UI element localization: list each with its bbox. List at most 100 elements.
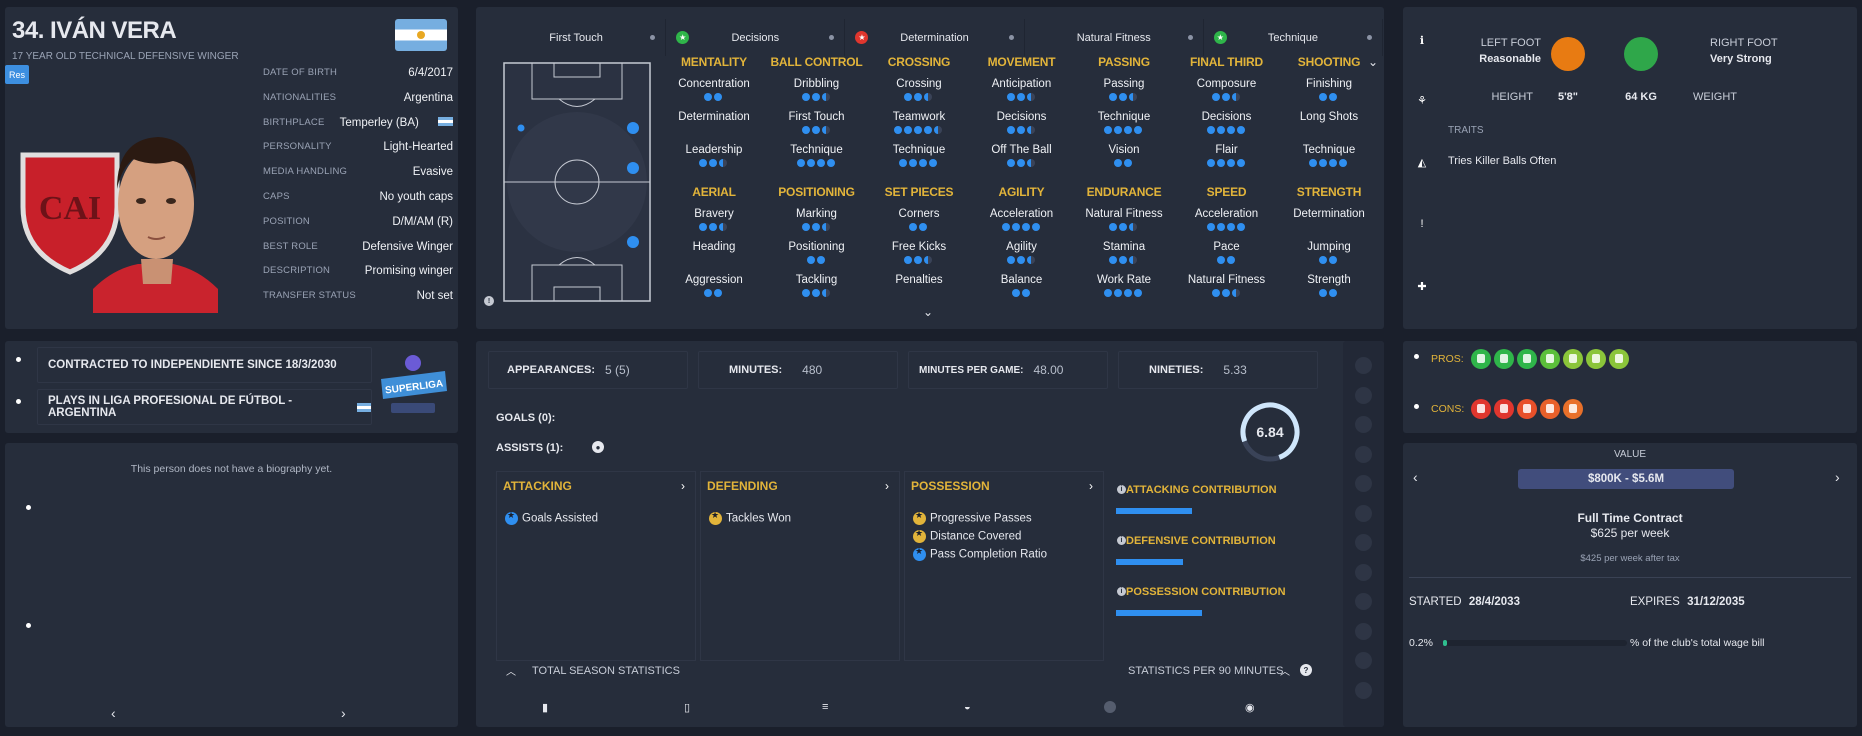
attribute-name[interactable]: Acceleration: [989, 208, 1054, 220]
stat-item[interactable]: Distance Covered: [913, 528, 1021, 543]
next-arrow-button[interactable]: ›: [341, 705, 346, 721]
attribute-name[interactable]: Vision: [1108, 144, 1140, 156]
stat-item[interactable]: Tackles Won: [709, 510, 791, 525]
attribute-name[interactable]: Technique: [790, 144, 843, 156]
attribute-name[interactable]: Technique: [892, 144, 946, 156]
alert-icon[interactable]: !: [1420, 218, 1424, 230]
boot-icon[interactable]: ◭: [1417, 156, 1427, 169]
attribute-name[interactable]: Stamina: [1102, 241, 1146, 253]
attribute-name[interactable]: Balance: [1000, 274, 1043, 286]
attribute-name[interactable]: Determination: [678, 111, 750, 123]
attribute-name[interactable]: Tackling: [795, 274, 838, 286]
attribute-name[interactable]: Heading: [692, 241, 736, 253]
tab-highlight-4[interactable]: ★ Technique: [1204, 19, 1384, 56]
contracted-club-row[interactable]: CONTRACTED TO INDEPENDIENTE SINCE 18/3/2…: [37, 347, 372, 383]
con-attribute-icon[interactable]: [1540, 399, 1560, 419]
prev-arrow-button[interactable]: ‹: [1413, 469, 1418, 485]
attribute-name[interactable]: Decisions: [1201, 111, 1252, 123]
prev-arrow-button[interactable]: ‹: [111, 705, 116, 721]
attribute-name[interactable]: Technique: [1097, 111, 1151, 123]
squad-badge[interactable]: Res: [5, 65, 29, 84]
document-icon[interactable]: ▯: [684, 702, 691, 714]
chevron-right-icon[interactable]: ›: [681, 479, 685, 493]
attribute-name[interactable]: Composure: [1196, 78, 1257, 90]
attribute-name[interactable]: Concentration: [678, 78, 750, 90]
attribute-name[interactable]: Natural Fitness: [1085, 208, 1163, 220]
attribute-name[interactable]: Teamwork: [892, 111, 946, 123]
toolbar-tool-icon[interactable]: [1355, 445, 1372, 463]
pro-attribute-icon[interactable]: [1471, 349, 1491, 369]
toolbar-tool-icon[interactable]: [1355, 681, 1372, 699]
category-header[interactable]: ATTACKING: [503, 479, 572, 493]
sprout-icon[interactable]: ⚘: [1417, 94, 1427, 107]
pro-attribute-icon[interactable]: [1609, 349, 1629, 369]
info-icon[interactable]: i: [1117, 587, 1126, 596]
toolbar-tool-icon[interactable]: [1355, 534, 1372, 551]
con-attribute-icon[interactable]: [1563, 399, 1583, 419]
league-row[interactable]: PLAYS IN LIGA PROFESIONAL DE FÚTBOL - AR…: [37, 389, 372, 425]
attribute-name[interactable]: Work Rate: [1096, 274, 1152, 286]
tab-highlight-1[interactable]: ★ Decisions: [666, 19, 846, 56]
toolbar-tool-icon[interactable]: [1355, 386, 1372, 404]
toolbar-tool-icon[interactable]: [1355, 652, 1372, 669]
collapse-up-icon[interactable]: ︿: [1280, 667, 1290, 678]
attribute-name[interactable]: Free Kicks: [891, 241, 947, 253]
con-attribute-icon[interactable]: [1494, 399, 1514, 419]
pro-attribute-icon[interactable]: [1586, 349, 1606, 369]
attribute-name[interactable]: Flair: [1215, 144, 1238, 156]
tab-highlight-2[interactable]: ★ Determination: [845, 19, 1025, 56]
bar-chart-icon[interactable]: ▮: [542, 702, 549, 714]
toolbar-tool-icon[interactable]: [1355, 357, 1372, 374]
attribute-name[interactable]: Agility: [1006, 241, 1037, 253]
attribute-name[interactable]: Dribbling: [793, 78, 840, 90]
category-header[interactable]: DEFENDING: [707, 479, 778, 493]
info-icon[interactable]: ℹ: [1419, 34, 1425, 47]
chevron-down-icon[interactable]: ⌄: [1368, 55, 1379, 69]
info-icon[interactable]: !: [484, 296, 494, 306]
stat-item[interactable]: Pass Completion Ratio: [913, 546, 1047, 561]
attribute-name[interactable]: Strength: [1307, 274, 1351, 286]
info-icon[interactable]: i: [1117, 485, 1126, 494]
total-season-statistics-label[interactable]: TOTAL SEASON STATISTICS: [532, 665, 680, 677]
attribute-name[interactable]: Leadership: [685, 144, 743, 156]
attribute-name[interactable]: Bravery: [694, 208, 734, 220]
pro-attribute-icon[interactable]: [1540, 349, 1560, 369]
toolbar-tool-icon[interactable]: [1355, 622, 1372, 640]
pro-attribute-icon[interactable]: [1563, 349, 1583, 369]
attribute-name[interactable]: Acceleration: [1194, 208, 1259, 220]
tab-highlight-0[interactable]: First Touch: [487, 19, 667, 56]
con-attribute-icon[interactable]: [1517, 399, 1537, 419]
attribute-name[interactable]: Positioning: [788, 241, 845, 253]
attribute-name[interactable]: Pace: [1213, 241, 1240, 253]
chevron-right-icon[interactable]: ›: [1089, 479, 1093, 493]
statistics-per-90-label[interactable]: STATISTICS PER 90 MINUTES: [1128, 665, 1284, 677]
attribute-name[interactable]: Determination: [1293, 208, 1365, 220]
attribute-name[interactable]: Natural Fitness: [1187, 274, 1266, 286]
info-icon[interactable]: i: [1117, 536, 1126, 545]
toolbar-tool-icon[interactable]: [1355, 504, 1372, 522]
toolbar-tool-icon[interactable]: [1355, 593, 1372, 610]
help-icon[interactable]: ?: [1300, 664, 1312, 676]
attribute-name[interactable]: Aggression: [685, 274, 743, 286]
attribute-name[interactable]: Jumping: [1307, 241, 1351, 253]
pro-attribute-icon[interactable]: [1494, 349, 1514, 369]
target-icon[interactable]: ◉: [1245, 702, 1255, 714]
con-attribute-icon[interactable]: [1471, 399, 1491, 419]
attribute-name[interactable]: Off The Ball: [991, 144, 1052, 156]
attribute-name[interactable]: First Touch: [788, 111, 845, 123]
stat-item[interactable]: Goals Assisted: [505, 510, 598, 525]
attribute-name[interactable]: Anticipation: [991, 78, 1052, 90]
list-icon[interactable]: ≡: [822, 701, 829, 713]
tab-highlight-3[interactable]: Natural Fitness: [1025, 19, 1204, 56]
toolbar-tool-icon[interactable]: [1355, 475, 1372, 492]
pro-attribute-icon[interactable]: [1517, 349, 1537, 369]
attribute-name[interactable]: Marking: [796, 208, 837, 220]
circle-icon[interactable]: [1104, 701, 1116, 713]
next-arrow-button[interactable]: ›: [1835, 469, 1840, 485]
trait-item[interactable]: Tries Killer Balls Often: [1448, 155, 1557, 167]
attribute-name[interactable]: Corners: [898, 208, 940, 220]
toolbar-tool-icon[interactable]: [1355, 416, 1372, 433]
attribute-name[interactable]: Decisions: [996, 111, 1047, 123]
attribute-name[interactable]: Crossing: [896, 78, 942, 90]
attribute-name[interactable]: Passing: [1103, 78, 1145, 90]
